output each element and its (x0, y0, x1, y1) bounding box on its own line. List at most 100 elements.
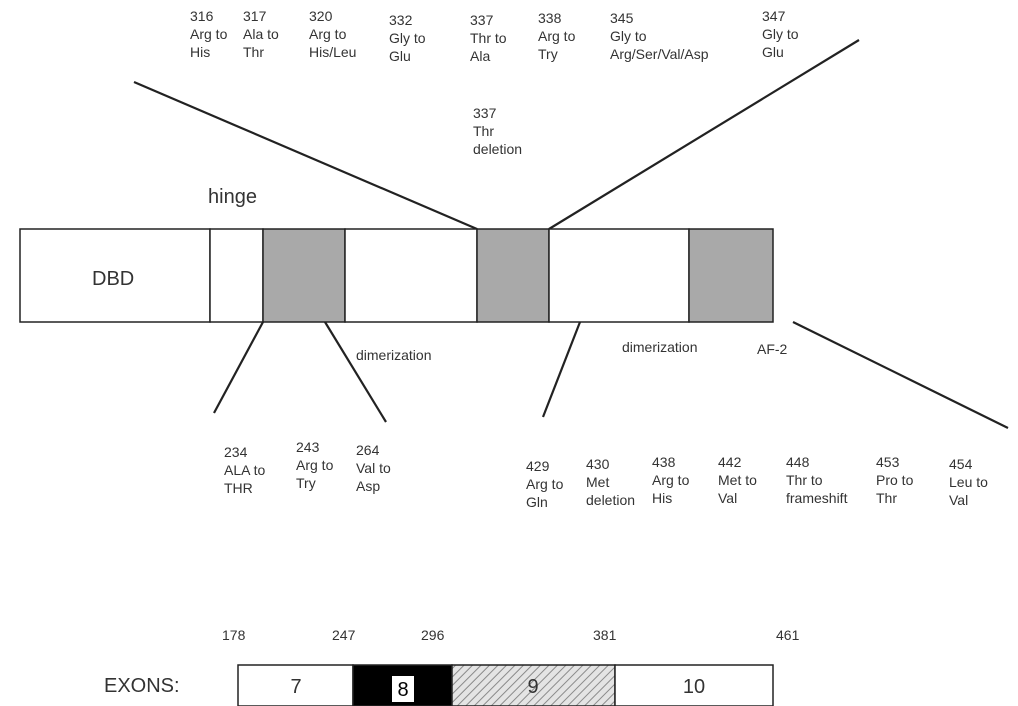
mutation-position: 453 (876, 454, 900, 470)
mutation-change: Arg to (296, 457, 334, 473)
af2-label: AF-2 (757, 341, 788, 357)
exon-8-label-bg (392, 676, 414, 702)
mutation-target: Arg/Ser/Val/Asp (610, 46, 709, 62)
leader-lines (133, 39, 1009, 429)
exon-7-label: 7 (290, 676, 301, 698)
top-mutation-338: 338 Arg to Try (538, 10, 576, 62)
dimerization-domain-1 (262, 228, 346, 323)
mutation-position: 347 (762, 8, 786, 24)
mutation-target: THR (224, 480, 253, 496)
top-mutation-labels: 316 Arg to His 317 Ala to Thr 320 Arg to… (190, 8, 799, 157)
mutation-change: Arg to (190, 26, 228, 42)
top-mutation-347: 347 Gly to Glu (762, 8, 799, 60)
mutation-position: 429 (526, 458, 550, 474)
exon-10-label: 10 (683, 676, 705, 698)
bottom-mutation-448: 448 Thr to frameshift (786, 454, 848, 506)
mutation-change: Arg to (526, 476, 564, 492)
mutation-change: Leu to (949, 474, 988, 490)
mutation-target: deletion (586, 492, 635, 508)
mutation-position: 454 (949, 456, 973, 472)
mutation-change: Gly to (762, 26, 799, 42)
protein-bar (19, 228, 774, 323)
top-mutation-320: 320 Arg to His/Leu (309, 8, 356, 60)
bottom-mutation-243: 243 Arg to Try (296, 439, 334, 491)
top-right-leader-line (548, 39, 860, 230)
exon-boundary-247: 247 (332, 627, 356, 643)
mutation-target: His (652, 490, 672, 506)
mutation-change: ALA to (224, 462, 265, 478)
mutation-change: Thr to (470, 30, 507, 46)
mutation-target: Val (718, 490, 737, 506)
bottom-mutation-454: 454 Leu to Val (949, 456, 988, 508)
mutation-target: Val (949, 492, 968, 508)
top-mutation-337-deletion: 337 Thr deletion (473, 105, 522, 157)
dimerization-label-1: dimerization (356, 347, 431, 363)
mutation-target: Glu (389, 48, 411, 64)
mutation-target: Try (296, 475, 316, 491)
dbd-label: DBD (92, 268, 134, 290)
dimerization-label-2: dimerization (622, 339, 697, 355)
mutation-target: frameshift (786, 490, 848, 506)
top-mutation-332: 332 Gly to Glu (389, 12, 426, 64)
mutation-position: 442 (718, 454, 742, 470)
mutation-change: Arg to (309, 26, 347, 42)
mutation-change: Val to (356, 460, 391, 476)
bottom-left-mutation-labels: 234 ALA to THR 243 Arg to Try 264 Val to… (224, 439, 391, 496)
bottom-right-mutation-labels: 429 Arg to Gln 430 Met deletion 438 Arg … (526, 454, 988, 510)
top-mutation-337: 337 Thr to Ala (470, 12, 507, 64)
mutation-change: Ala to (243, 26, 279, 42)
mutation-position: 448 (786, 454, 810, 470)
mutation-position: 337 (473, 105, 497, 121)
hinge-label: hinge (208, 186, 257, 208)
exon-7 (237, 664, 354, 706)
mutation-target: Try (538, 46, 558, 62)
mutation-position: 332 (389, 12, 413, 28)
bottom-mutation-264: 264 Val to Asp (356, 442, 391, 494)
exon-10 (614, 664, 774, 706)
mutation-position: 320 (309, 8, 333, 24)
mutation-position: 264 (356, 442, 380, 458)
mutation-target: Thr (876, 490, 897, 506)
mutation-change: Arg to (538, 28, 576, 44)
mutation-position: 316 (190, 8, 214, 24)
top-mutation-317: 317 Ala to Thr (243, 8, 279, 60)
bottom-left-leader-line-2 (324, 321, 387, 423)
mutation-change: Gly to (389, 30, 426, 46)
top-mutation-316: 316 Arg to His (190, 8, 228, 60)
mutation-position: 243 (296, 439, 320, 455)
exon-map: 178 247 296 381 461 EXONS: 7 8 9 10 (104, 627, 800, 706)
bottom-mutation-234: 234 ALA to THR (224, 444, 265, 496)
hinge-domain (209, 228, 264, 323)
mutation-change: Thr to (786, 472, 823, 488)
top-left-leader-line (133, 80, 478, 231)
mutation-change: Arg to (652, 472, 690, 488)
mutation-change: Met to (718, 472, 757, 488)
mutation-change: Gly to (610, 28, 647, 44)
exons-label: EXONS: (104, 675, 180, 697)
mutation-position: 234 (224, 444, 248, 460)
top-mutation-345: 345 Gly to Arg/Ser/Val/Asp (610, 10, 709, 62)
mutation-position: 337 (470, 12, 494, 28)
dbd-domain (19, 228, 211, 323)
exon-boundary-178: 178 (222, 627, 246, 643)
exon-8-label: 8 (397, 679, 408, 701)
exon-9-label: 9 (527, 676, 538, 698)
mutation-position: 338 (538, 10, 562, 26)
af2-domain (688, 228, 774, 323)
mutation-position: 345 (610, 10, 634, 26)
middle-domain-1 (344, 228, 478, 323)
mutation-position: 438 (652, 454, 676, 470)
bottom-left-leader-line (213, 321, 264, 414)
mutation-change: Thr (473, 123, 494, 139)
bottom-mutation-453: 453 Pro to Thr (876, 454, 914, 506)
mutation-change: Pro to (876, 472, 914, 488)
mutation-position: 430 (586, 456, 610, 472)
exon-boundary-461: 461 (776, 627, 800, 643)
mutation-target: Thr (243, 44, 264, 60)
bottom-mutation-438: 438 Arg to His (652, 454, 690, 506)
mutation-position: 317 (243, 8, 267, 24)
mutation-target: Ala (470, 48, 490, 64)
exon-9 (451, 664, 616, 706)
mutation-hotspot-domain (476, 228, 550, 323)
